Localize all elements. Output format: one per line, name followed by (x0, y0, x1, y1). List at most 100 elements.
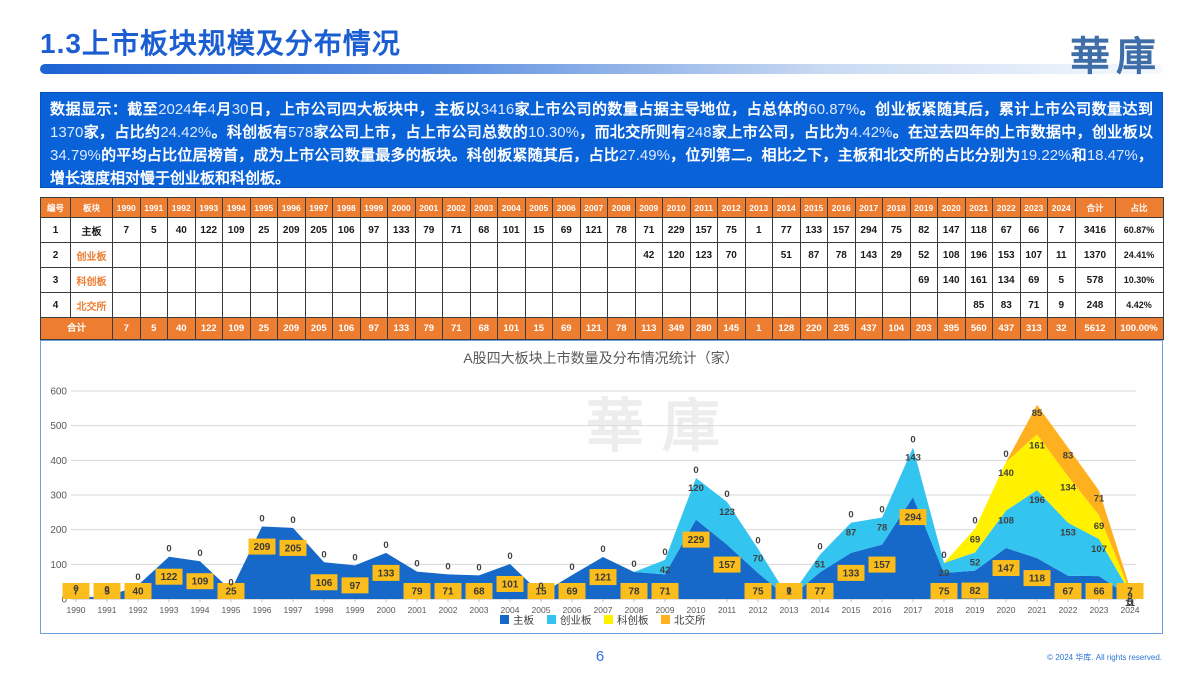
table-cell: 71 (634, 217, 663, 243)
x-axis-tick-label: 2003 (470, 605, 489, 615)
table-cell (139, 242, 168, 268)
table-cell (442, 242, 471, 268)
x-axis-tick-label: 2015 (842, 605, 861, 615)
table-column-header: 1990 (112, 197, 141, 218)
table-column-header: 2002 (442, 197, 471, 218)
table-cell: 133 (799, 217, 828, 243)
data-label-zero: 0 (786, 586, 791, 597)
title-underline-bar (40, 64, 1163, 74)
data-label-mainboard: 7 (73, 587, 79, 598)
data-label-zero: 0 (631, 559, 636, 570)
data-label-科创板: 134 (1060, 482, 1077, 493)
x-axis-tick-label: 2019 (966, 605, 985, 615)
table-footer-cell: 113 (634, 317, 663, 340)
table-cell (277, 292, 306, 318)
data-label-mainboard: 79 (411, 587, 423, 598)
data-label-box (1023, 570, 1051, 587)
data-label-mainboard: 106 (316, 578, 333, 589)
data-label-box (310, 574, 338, 591)
table-cell: 29 (882, 242, 911, 268)
table-column-header: 2012 (717, 197, 746, 218)
data-label-mainboard: 40 (132, 587, 144, 598)
legend-label: 主板 (513, 614, 534, 627)
summary-number: 578 (288, 124, 314, 141)
data-label-box (1054, 583, 1082, 599)
x-axis-tick-label: 2002 (439, 605, 458, 615)
table-cell (249, 292, 278, 318)
data-label-创业板: 153 (1060, 528, 1076, 539)
table-footer-cell: 71 (442, 317, 471, 340)
data-label-zero: 0 (848, 510, 853, 521)
data-label-mainboard: 122 (161, 572, 178, 583)
data-label-mainboard: 101 (502, 579, 519, 590)
table-column-header: 1998 (332, 197, 361, 218)
table-cell (744, 267, 773, 293)
table-cell: 161 (964, 267, 993, 293)
data-label-创业板: 196 (1029, 495, 1045, 506)
table-footer-cell: 205 (304, 317, 333, 340)
table-column-header: 2016 (827, 197, 856, 218)
x-axis-tick-label: 2013 (780, 605, 799, 615)
board-name-cell: 科创板 (70, 267, 113, 293)
table-cell: 108 (937, 242, 966, 268)
table-footer-cell: 106 (332, 317, 361, 340)
table-cell (332, 267, 361, 293)
data-label-mainboard: 25 (225, 587, 237, 598)
data-label-box (434, 583, 462, 599)
x-axis-tick-label: 1994 (191, 605, 210, 615)
data-label-mainboard: 294 (905, 513, 922, 524)
table-cell: 153 (992, 242, 1021, 268)
y-axis-tick-label: 200 (50, 525, 67, 536)
table-cell (552, 292, 581, 318)
data-label-box (496, 575, 524, 592)
table-cell (827, 267, 856, 293)
table-cell: 120 (662, 242, 691, 268)
table-cell (524, 242, 553, 268)
table-cell (277, 267, 306, 293)
data-label-box (744, 583, 772, 599)
data-label-mainboard: 68 (473, 587, 485, 598)
table-cell (249, 267, 278, 293)
table-column-header: 2004 (497, 197, 526, 218)
data-label-mainboard: 133 (843, 568, 860, 579)
data-label-mainboard: 78 (628, 587, 640, 598)
table-footer-cell: 109 (222, 317, 251, 340)
data-label-zero: 0 (910, 435, 915, 446)
table-footer-cell: 122 (194, 317, 223, 340)
x-axis-tick-label: 2008 (625, 605, 644, 615)
table-footer-cell: 25 (249, 317, 278, 340)
table-footer-cell: 209 (277, 317, 306, 340)
summary-number: 1370 (50, 124, 84, 141)
table-footer-cell: 349 (662, 317, 691, 340)
x-axis-tick-label: 2017 (904, 605, 923, 615)
table-cell: 294 (854, 217, 883, 243)
data-label-北交所: 9 (1127, 591, 1132, 602)
table-cell (222, 292, 251, 318)
table-footer-label: 合计 (40, 317, 113, 340)
table-cell: 79 (414, 217, 443, 243)
data-label-box (186, 573, 214, 590)
data-label-zero: 0 (73, 584, 78, 595)
table-cell (387, 242, 416, 268)
table-footer-cell: 78 (607, 317, 636, 340)
table-cell (607, 242, 636, 268)
table-cell: 3 (40, 267, 71, 293)
table-cell (442, 267, 471, 293)
table-cell: 67 (992, 217, 1021, 243)
table-cell (717, 292, 746, 318)
table-column-header: 1993 (194, 197, 223, 218)
table-footer-cell: 100.00% (1114, 317, 1164, 340)
data-label-创业板: 120 (688, 483, 704, 494)
table-cell (414, 292, 443, 318)
summary-number: 4.42% (849, 124, 893, 141)
table-cell: 143 (854, 242, 883, 268)
data-label-mainboard: 69 (566, 587, 578, 598)
table-column-header: 1997 (304, 197, 333, 218)
data-label-zero: 0 (321, 549, 326, 560)
data-label-box (248, 538, 276, 555)
table-footer-cell: 220 (799, 317, 828, 340)
table-cell (167, 242, 196, 268)
table-cell: 75 (882, 217, 911, 243)
data-label-zero: 0 (538, 581, 543, 592)
x-axis-tick-label: 2016 (873, 605, 892, 615)
